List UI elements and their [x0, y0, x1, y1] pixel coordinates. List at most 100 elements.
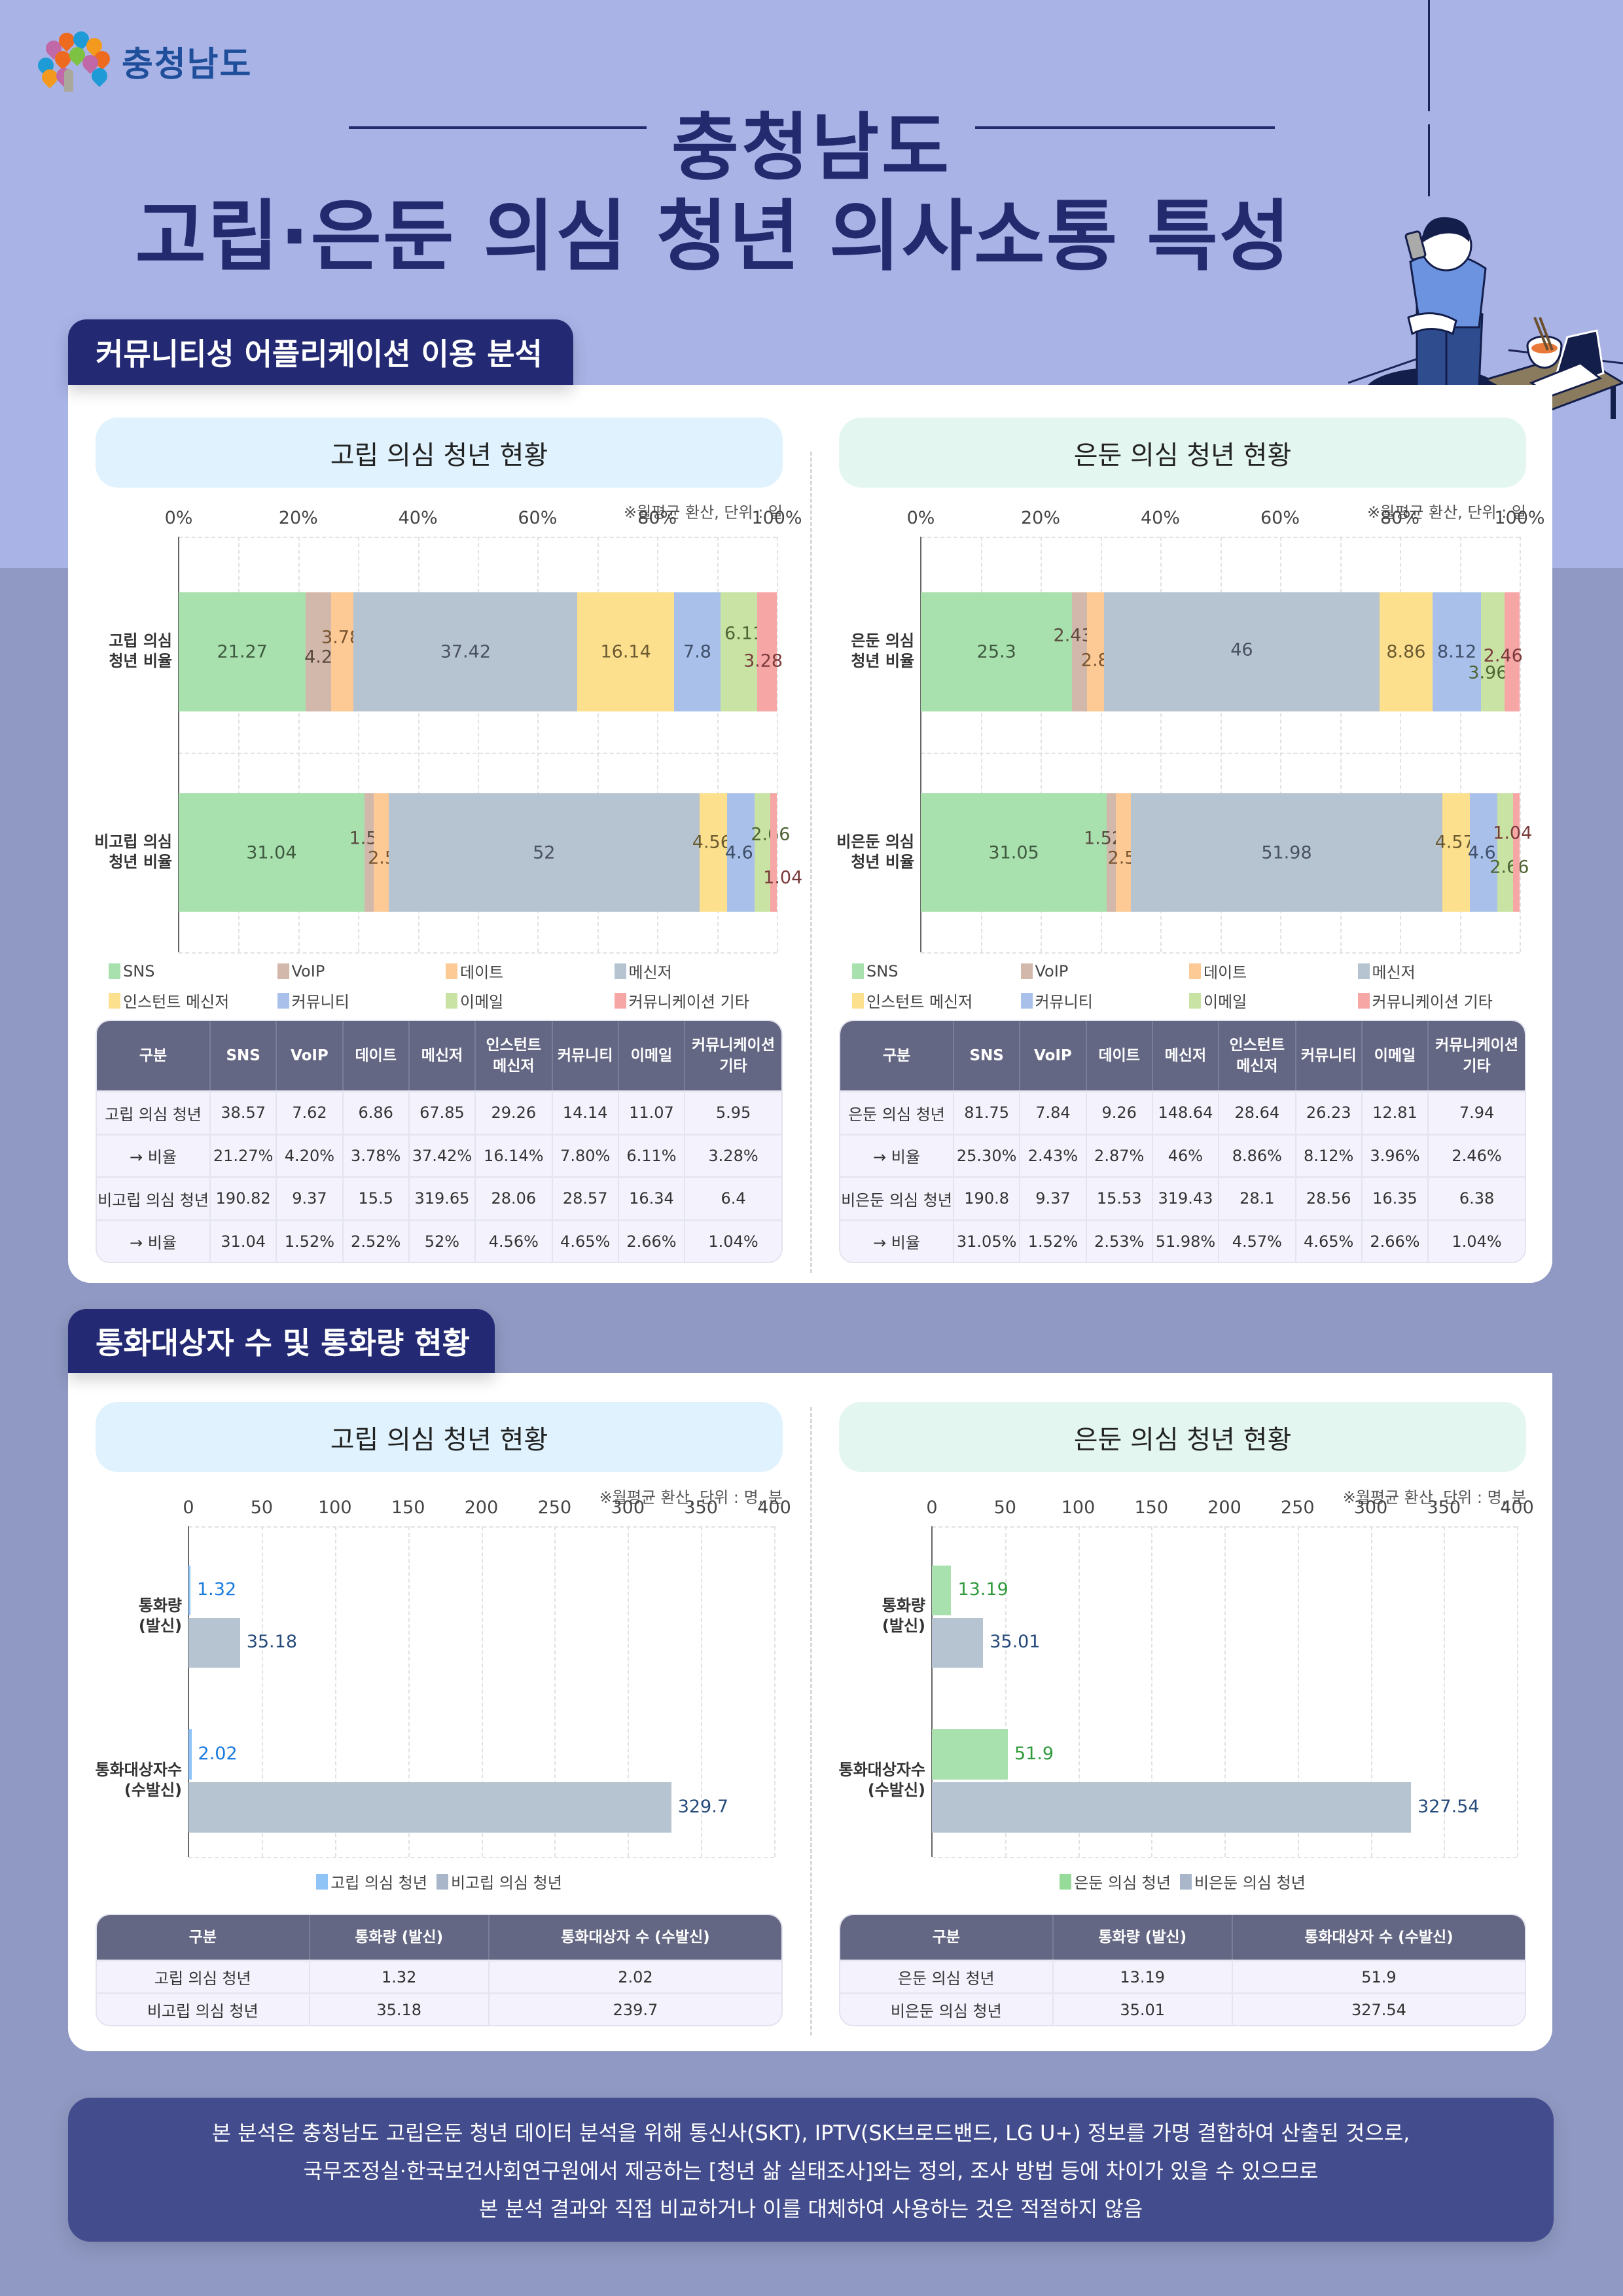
axis-tick-label: 150 [1134, 1498, 1169, 1518]
legend-label: 커뮤니케이션 기타 [628, 993, 749, 1011]
y-axis [931, 1526, 933, 1857]
legend-item: 데이트 [446, 960, 615, 982]
legend-label: 이메일 [1204, 993, 1247, 1011]
table-cell: 15.53 [1086, 1176, 1153, 1219]
table-cell: 2.52% [343, 1219, 410, 1262]
table-cell: 6.38 [1429, 1176, 1525, 1219]
chart-legend: SNS VoIP 데이트 메신저 인스턴트 메신저 커뮤니티 이메일 커뮤니케이션 기타 [852, 960, 1526, 1012]
axis-tick-label: 150 [391, 1498, 425, 1518]
data-label: 4.57 [1435, 832, 1474, 852]
data-label: 2.66 [751, 824, 790, 844]
bar-segment [1505, 592, 1520, 711]
table-cell: 46% [1152, 1133, 1220, 1176]
table-header-cell: 이메일 [618, 1021, 686, 1090]
table-header-cell: 인스턴트 메신저 [476, 1021, 553, 1090]
legend-label: 비은둔 의심 청년 [1194, 1874, 1306, 1892]
table-cell: 239.7 [489, 1992, 781, 2025]
table-cell: 29.26 [476, 1090, 553, 1134]
table-cell: 26.23 [1296, 1090, 1363, 1134]
bar [188, 1782, 671, 1833]
legend-item: 커뮤니티 [1020, 989, 1190, 1012]
bar-segment [921, 592, 1073, 711]
table-cell: 51.9 [1232, 1960, 1525, 1992]
table-header-cell: 통화량 (발신) [310, 1915, 490, 1960]
disclaimer-line: 본 분석은 충청남도 고립은둔 청년 데이터 분석을 위해 통신사(SKT), … [211, 2121, 1410, 2145]
legend-label: 데이트 [460, 963, 504, 982]
axis-tick-label: 100% [1494, 508, 1545, 528]
legend-item: 이메일 [446, 989, 615, 1012]
legend-label: 이메일 [460, 993, 504, 1011]
data-label: 52 [533, 842, 556, 863]
gridline [418, 537, 419, 952]
bar-segment [757, 592, 777, 711]
axis-tick-label: 40% [1140, 508, 1181, 528]
table-header-cell: VoIP [1020, 1021, 1087, 1090]
bar-segment [1432, 592, 1482, 711]
table-cell: 190.8 [954, 1176, 1021, 1219]
chart-legend: 은둔 의심 청년 비은둔 의심 청년 [839, 1870, 1526, 1893]
axis-tick-label: 50 [993, 1498, 1016, 1518]
axis-tick-label: 200 [1207, 1498, 1241, 1518]
table-cell: 4.57% [1219, 1219, 1296, 1262]
gridline [980, 537, 982, 952]
app-usage-table-isolated: 구분 SNS VoIP 데이트 메신저 인스턴트 메신저 커뮤니티 이메일 커뮤니케이션 기타 고… [96, 1020, 783, 1263]
table-cell: 4.65% [552, 1219, 619, 1262]
table-header-cell: 메신저 [409, 1021, 476, 1090]
table-cell: 31.05% [954, 1219, 1021, 1262]
table-cell: 15.5 [343, 1176, 410, 1219]
legend-label: VoIP [1035, 961, 1069, 980]
table-cell: 6.86 [343, 1090, 410, 1134]
gridline [1100, 537, 1102, 952]
gridline [358, 537, 360, 952]
table-cell: 은둔 의심 청년 [840, 1090, 955, 1134]
legend-swatch-icon [1189, 992, 1201, 1009]
axis-tick-label: 100 [317, 1498, 352, 1518]
bar-segment [1442, 793, 1470, 912]
data-label: 2.66 [1489, 857, 1529, 877]
data-label: 329.7 [677, 1796, 728, 1817]
data-label: 1.32 [197, 1579, 237, 1600]
bar-segment [673, 592, 721, 711]
table-cell: 2.66% [1362, 1219, 1429, 1262]
gridline [1340, 537, 1342, 952]
axis-tick-label: 20% [1020, 508, 1061, 528]
table-cell: 2.43% [1020, 1133, 1087, 1176]
legend-item: 이메일 [1189, 989, 1358, 1012]
table-header-cell: 데이트 [343, 1021, 410, 1090]
gridline [1444, 1526, 1446, 1857]
table-cell: 52% [409, 1219, 476, 1262]
legend-label: 커뮤니티 [291, 993, 349, 1011]
table-row: → 비율 31.05% 1.52% 2.53% 51.98% 4.57% 4.65% 2.66… [840, 1219, 1525, 1262]
bar-segment [699, 793, 727, 912]
bar-segment [726, 793, 755, 912]
wall-corner-line [1428, 124, 1430, 196]
bar-segment [1131, 793, 1442, 912]
legend-swatch-icon [1357, 992, 1370, 1009]
gridline [478, 537, 479, 952]
panel-divider [810, 452, 812, 1273]
tree-icon [31, 28, 113, 92]
table-cell: 35.01 [1053, 1992, 1233, 2025]
gridline [1459, 537, 1461, 952]
data-label: 21.27 [217, 641, 268, 662]
table-cell: 8.12% [1296, 1133, 1363, 1176]
axis-tick-label: 350 [684, 1498, 718, 1518]
data-label: 327.54 [1418, 1796, 1480, 1817]
axis-tick-label: 400 [757, 1498, 791, 1518]
table-row: 은둔 의심 청년 81.75 7.84 9.26 148.64 28.64 26.23 12.… [840, 1090, 1525, 1134]
bar-segment [373, 793, 389, 912]
gridline [298, 537, 300, 952]
data-label: 31.05 [988, 842, 1039, 863]
bar [932, 1782, 1412, 1833]
bar-segment [179, 592, 306, 711]
table-cell: 4.65% [1296, 1219, 1363, 1262]
page-title: 고립·은둔 의심 청년 의사소통 특성 [135, 191, 1292, 281]
gridline [1078, 1526, 1080, 1857]
data-label: 51.9 [1014, 1743, 1054, 1764]
unit-note: ※월평균 환산, 단위 : 일 [624, 503, 783, 522]
gridline [1151, 1526, 1153, 1857]
legend-swatch-icon [109, 963, 120, 979]
gridline [932, 1857, 1517, 1858]
panel-title-reclusive: 은둔 의심 청년 현황 [839, 418, 1526, 488]
legend-swatch-icon [614, 992, 626, 1009]
